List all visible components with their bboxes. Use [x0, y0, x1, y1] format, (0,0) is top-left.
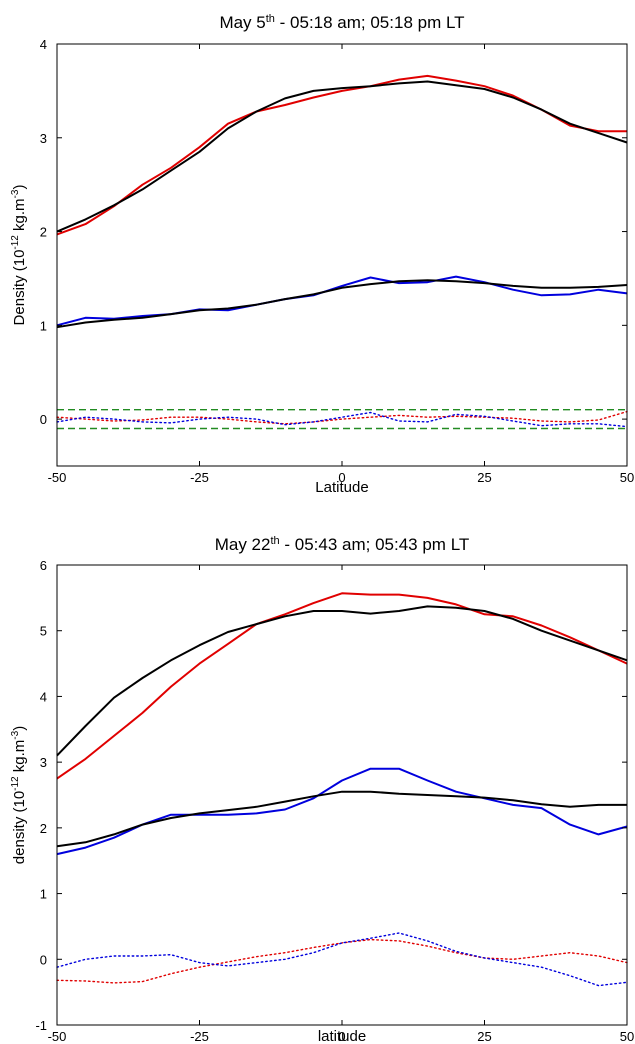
y-tick-label: 4: [40, 37, 47, 52]
y-tick-label: 4: [40, 689, 47, 704]
y-tick-label: 6: [40, 558, 47, 573]
chart-panel-may-22: -50 -25 0 25 50 -1 0 1 2 3 4 5 6 May 22th - 05:43 am;…: [10, 535, 634, 1044]
series-line-0: [56, 592, 628, 780]
title-text-rest: - 05:43 am; 05:43 pm LT: [280, 535, 470, 554]
series-line-4: [56, 410, 628, 425]
series-line-0: [56, 74, 627, 236]
title-text: May 5: [219, 13, 265, 32]
chart-panel-may-5: -50 -25 0 25 50 0 1 2 3 4 May 5th - 05:18 am; 05:1…: [10, 13, 634, 496]
y-tick-label: -1: [35, 1018, 47, 1033]
x-tick-label: -50: [48, 1029, 67, 1044]
y-tick-label: 2: [40, 821, 47, 836]
chart-title: May 22th - 05:43 am; 05:43 pm LT: [215, 535, 470, 554]
x-tick-label: 0: [338, 1029, 345, 1044]
x-axis-label: Latitude: [315, 479, 368, 496]
title-superscript: th: [270, 535, 279, 547]
x-tick-label: -25: [190, 470, 209, 485]
y-label-text-end: ): [11, 726, 28, 731]
y-label-text: density (10: [11, 791, 28, 864]
x-tick-label: 50: [620, 470, 634, 485]
y-label-superscript: -12: [10, 235, 21, 250]
series-line-1: [56, 605, 628, 757]
series-line-3: [56, 790, 627, 848]
x-tick-label: 25: [477, 1029, 491, 1044]
series-line-3: [56, 279, 628, 329]
y-label-superscript: -12: [10, 776, 21, 791]
y-label-text-mid: kg.m: [11, 740, 28, 777]
y-axis-label: density (10-12 kg.m-3): [10, 726, 28, 864]
x-tick-label: -50: [48, 470, 67, 485]
y-tick-label: 3: [40, 755, 47, 770]
y-label-superscript: -3: [10, 730, 21, 739]
series-line-5: [56, 932, 628, 987]
y-tick-label: 0: [40, 952, 47, 967]
y-tick-label: 1: [40, 318, 47, 333]
x-axis-label: latitude: [318, 1028, 366, 1044]
y-label-text: Density (10: [11, 250, 28, 326]
title-text-rest: - 05:18 am; 05:18 pm LT: [275, 13, 465, 32]
title-text: May 22: [215, 535, 271, 554]
y-label-text-end: ): [11, 185, 28, 190]
chart-title: May 5th - 05:18 am; 05:18 pm LT: [219, 13, 464, 32]
y-axis-label: Density (10-12 kg.m-3): [10, 185, 28, 326]
series-line-4: [56, 938, 628, 984]
x-tick-label: 0: [338, 470, 345, 485]
y-label-superscript: -3: [10, 189, 21, 198]
y-tick-label: 5: [40, 624, 47, 639]
series-line-2: [56, 275, 628, 327]
y-tick-label: 2: [40, 225, 47, 240]
x-tick-label: -25: [190, 1029, 209, 1044]
y-label-text-mid: kg.m: [11, 198, 28, 235]
y-tick-label: 3: [40, 131, 47, 146]
series-line-1: [56, 80, 628, 233]
plot-frame: [56, 43, 628, 467]
y-tick-label: 1: [40, 887, 47, 902]
y-tick-label: 0: [40, 412, 47, 427]
series-line-2: [56, 767, 628, 856]
title-superscript: th: [266, 13, 275, 25]
x-tick-label: 50: [620, 1029, 634, 1044]
series-line-5: [56, 411, 628, 428]
x-tick-label: 25: [477, 470, 491, 485]
